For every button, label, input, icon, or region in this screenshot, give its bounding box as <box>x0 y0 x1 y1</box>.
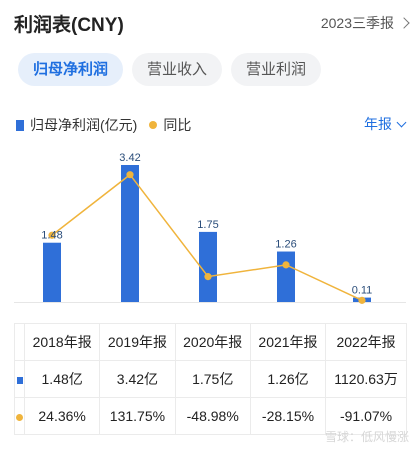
table-cell: 1.75亿 <box>174 360 251 398</box>
bar-legend-swatch <box>16 119 24 131</box>
tab-net-profit[interactable]: 归母净利润 <box>18 53 124 86</box>
report-type-label: 年报 <box>364 116 392 132</box>
line-legend-label: 同比 <box>163 117 192 133</box>
tab-operating-profit[interactable]: 营业利润 <box>231 53 322 86</box>
line-legend-swatch <box>149 121 158 129</box>
tab-revenue[interactable]: 营业收入 <box>132 53 223 86</box>
watermark: 雪球：低风慢涨 <box>324 430 409 444</box>
period-selector[interactable]: 2023三季报 <box>320 13 410 33</box>
yoy-row-marker <box>14 397 25 435</box>
yoy-point <box>358 296 366 304</box>
table-corner-cell <box>14 323 25 361</box>
bar <box>121 165 139 302</box>
table-header-row: 2018年报 2019年报 2020年报 2021年报 2022年报 <box>14 323 407 361</box>
page-title: 利润表(CNY) <box>14 15 124 36</box>
bar <box>199 231 217 302</box>
table-cell: 24.36% <box>23 397 101 435</box>
table-cell: -48.98% <box>174 397 251 435</box>
report-type-dropdown[interactable]: 年报 <box>364 114 407 134</box>
bar-value-label: 3.42 <box>119 152 140 164</box>
bar-value-label: 0.11 <box>352 285 373 297</box>
table-header-cell: 2022年报 <box>325 323 407 361</box>
table-cell: 131.75% <box>99 397 176 435</box>
table-header-cell: 2019年报 <box>99 323 176 361</box>
table-header-cell: 2018年报 <box>23 323 101 361</box>
bar-legend-label: 归母净利润(亿元) <box>30 117 138 133</box>
table-cell: -28.15% <box>249 397 327 435</box>
dot-marker-icon <box>16 414 23 421</box>
table-cell: 3.42亿 <box>99 360 176 398</box>
table-header-cell: 2020年报 <box>174 323 251 361</box>
bar-marker-icon <box>16 377 23 384</box>
bar-value-label: 1.26 <box>275 239 296 251</box>
table-row-yoy: 24.36% 131.75% -48.98% -28.15% -91.07% <box>14 397 407 435</box>
chevron-right-icon <box>398 17 410 29</box>
chart-legend: 归母净利润(亿元) 同比 <box>16 115 191 135</box>
bar-value-label: 1.48 <box>41 230 62 242</box>
bar <box>277 251 295 302</box>
table-cell: 1120.63万 <box>325 360 407 398</box>
table-cell: 1.26亿 <box>249 360 327 398</box>
table-cell: -91.07% <box>325 397 407 435</box>
table-header-cell: 2021年报 <box>249 323 327 361</box>
profit-row-marker <box>14 360 25 398</box>
table-cell: 1.48亿 <box>23 360 101 398</box>
header: 利润表(CNY) 2023三季报 <box>14 10 410 36</box>
yoy-point <box>204 273 212 281</box>
period-label: 2023三季报 <box>320 15 394 31</box>
yoy-point <box>48 231 56 239</box>
metric-tabs: 归母净利润 营业收入 营业利润 <box>18 53 322 86</box>
bar <box>43 242 61 302</box>
table-row-profit: 1.48亿 3.42亿 1.75亿 1.26亿 1120.63万 <box>14 360 407 398</box>
chevron-down-icon <box>396 117 407 127</box>
yoy-point <box>282 261 290 269</box>
yoy-point <box>126 171 134 179</box>
data-table: 2018年报 2019年报 2020年报 2021年报 2022年报 1.48亿… <box>14 323 407 435</box>
bar-value-label: 1.75 <box>197 219 218 231</box>
chart-area: 1.48 3.42 1.75 1.26 0.11 <box>14 152 406 304</box>
